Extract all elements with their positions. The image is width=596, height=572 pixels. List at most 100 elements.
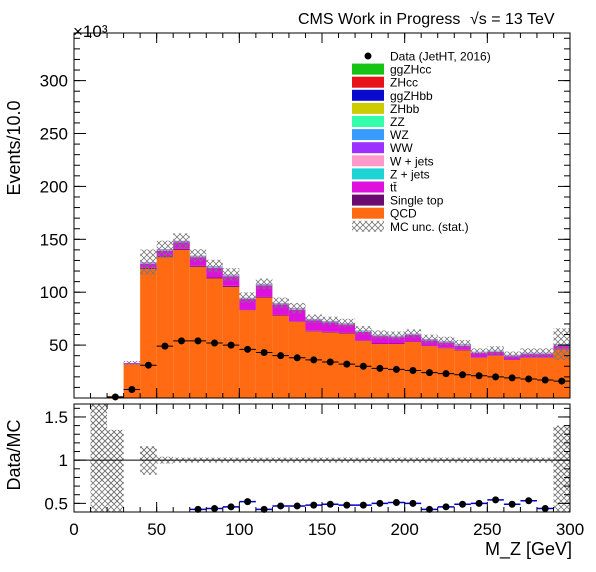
- bar-single-top-20: [405, 341, 422, 342]
- ratio-point-13: [294, 502, 301, 509]
- ratio-point-27: [525, 497, 532, 504]
- legend-swatch-ww: [352, 142, 384, 153]
- mc-unc-band-25: [487, 346, 504, 354]
- mc-unc-band-22: [438, 337, 455, 345]
- ratio-point-22: [443, 503, 450, 510]
- data-point-23: [459, 371, 466, 378]
- bar-single-top-15: [322, 332, 339, 333]
- legend-label-zhcc: ZHcc: [390, 76, 418, 90]
- bar-single-top-25: [487, 355, 504, 356]
- mc-unc-band-18: [372, 330, 389, 338]
- legend-label-ww: WW: [390, 141, 413, 155]
- bar-single-top-24: [471, 357, 488, 358]
- legend-swatch-zhbb: [352, 103, 384, 114]
- mc-unc-band-24: [471, 348, 488, 354]
- bar-single-top-6: [173, 249, 190, 250]
- data-point-3: [128, 386, 135, 393]
- legend-label-data-jetht-2016: Data (JetHT, 2016): [390, 50, 491, 64]
- x-tick-label-200: 200: [390, 520, 418, 539]
- legend-label-zhbb: ZHbb: [390, 102, 420, 116]
- data-point-4: [145, 362, 152, 369]
- data-point-17: [360, 363, 367, 370]
- bar-single-top-19: [388, 344, 405, 345]
- ratio-y-axis-label: Data/MC: [4, 419, 24, 490]
- ratio-point-28: [542, 505, 549, 512]
- top-y-axis-label: Events/10.0: [4, 100, 24, 195]
- ratio-y-tick-label-1: 1: [59, 451, 68, 470]
- legend-swatch-ggzhcc: [352, 64, 384, 75]
- legend-label-tt: tt̄: [390, 181, 397, 195]
- data-point-27: [525, 375, 532, 382]
- mc-unc-band-5: [157, 241, 174, 258]
- top-y-tick-label-300: 300: [40, 72, 68, 91]
- mc-unc-band-13: [289, 303, 306, 314]
- x-tick-label-100: 100: [225, 520, 253, 539]
- x-tick-label-50: 50: [147, 520, 166, 539]
- ratio-unc-band-tall-2: [107, 430, 124, 512]
- top-y-tick-label-150: 150: [40, 230, 68, 249]
- ratio-point-14: [310, 502, 317, 509]
- ratio-point-12: [277, 502, 284, 509]
- mc-unc-band-9: [223, 268, 240, 281]
- bar-single-top-9: [223, 286, 240, 287]
- ratio-point-17: [360, 502, 367, 509]
- legend-swatch-w-jets: [352, 155, 384, 166]
- ratio-point-26: [509, 501, 516, 508]
- bar-single-top-27: [520, 357, 537, 358]
- bar-single-top-28: [537, 357, 554, 358]
- x-tick-label-150: 150: [308, 520, 336, 539]
- data-point-2: [112, 393, 119, 400]
- legend-swatch-single-top: [352, 195, 384, 206]
- legend-swatch-zz: [352, 116, 384, 127]
- bar-single-top-26: [504, 359, 521, 360]
- mc-unc-band-6: [173, 233, 190, 248]
- data-point-15: [327, 359, 334, 366]
- bar-single-top-13: [289, 321, 306, 322]
- mc-unc-band-28: [537, 348, 554, 356]
- legend-label-ggzhbb: ggZHbb: [390, 89, 433, 103]
- legend-label-wz: WZ: [390, 128, 409, 142]
- top-y-tick-label-50: 50: [49, 336, 68, 355]
- bar-single-top-22: [438, 348, 455, 349]
- data-point-10: [244, 346, 251, 353]
- mc-unc-band-12: [272, 298, 289, 309]
- x-tick-label-0: 0: [69, 520, 78, 539]
- mc-unc-band-8: [206, 260, 223, 273]
- ratio-point-10: [244, 498, 251, 505]
- mc-unc-band-3: [124, 361, 141, 365]
- bar-qcd-6: [173, 250, 190, 398]
- mc-unc-band-14: [305, 315, 322, 323]
- data-point-25: [492, 373, 499, 380]
- legend-label-zz: ZZ: [390, 115, 405, 129]
- mc-unc-band-26: [504, 352, 521, 358]
- bar-single-top-14: [305, 331, 322, 332]
- top-y-exponent: ×10³: [73, 22, 108, 41]
- legend-marker-data-jetht-2016: [365, 53, 372, 60]
- data-point-6: [178, 337, 185, 344]
- data-point-5: [161, 343, 168, 350]
- legend-swatch-z-jets: [352, 168, 384, 179]
- bar-qcd-14: [305, 331, 322, 398]
- data-point-14: [310, 356, 317, 363]
- ratio-point-20: [409, 500, 416, 507]
- legend-label-w-jets: W + jets: [390, 154, 434, 168]
- data-point-13: [294, 354, 301, 361]
- bar-single-top-18: [372, 344, 389, 345]
- data-point-24: [476, 372, 483, 379]
- legend-swatch-mc-unc-stat: [352, 221, 384, 232]
- x-tick-label-250: 250: [473, 520, 501, 539]
- legend-swatch-zhcc: [352, 77, 384, 88]
- bar-qcd-7: [190, 267, 207, 398]
- data-point-20: [409, 367, 416, 374]
- bar-qcd-11: [256, 297, 273, 398]
- mc-unc-band-21: [421, 335, 438, 343]
- mc-unc-band-23: [454, 340, 471, 348]
- bar-qcd-10: [239, 310, 256, 398]
- data-point-12: [277, 352, 284, 359]
- legend-label-single-top: Single top: [390, 194, 444, 208]
- ratio-point-19: [393, 499, 400, 506]
- ratio-point-18: [376, 500, 383, 507]
- ratio-point-9: [228, 503, 235, 510]
- bar-single-top-23: [454, 350, 471, 351]
- ratio-point-15: [327, 501, 334, 508]
